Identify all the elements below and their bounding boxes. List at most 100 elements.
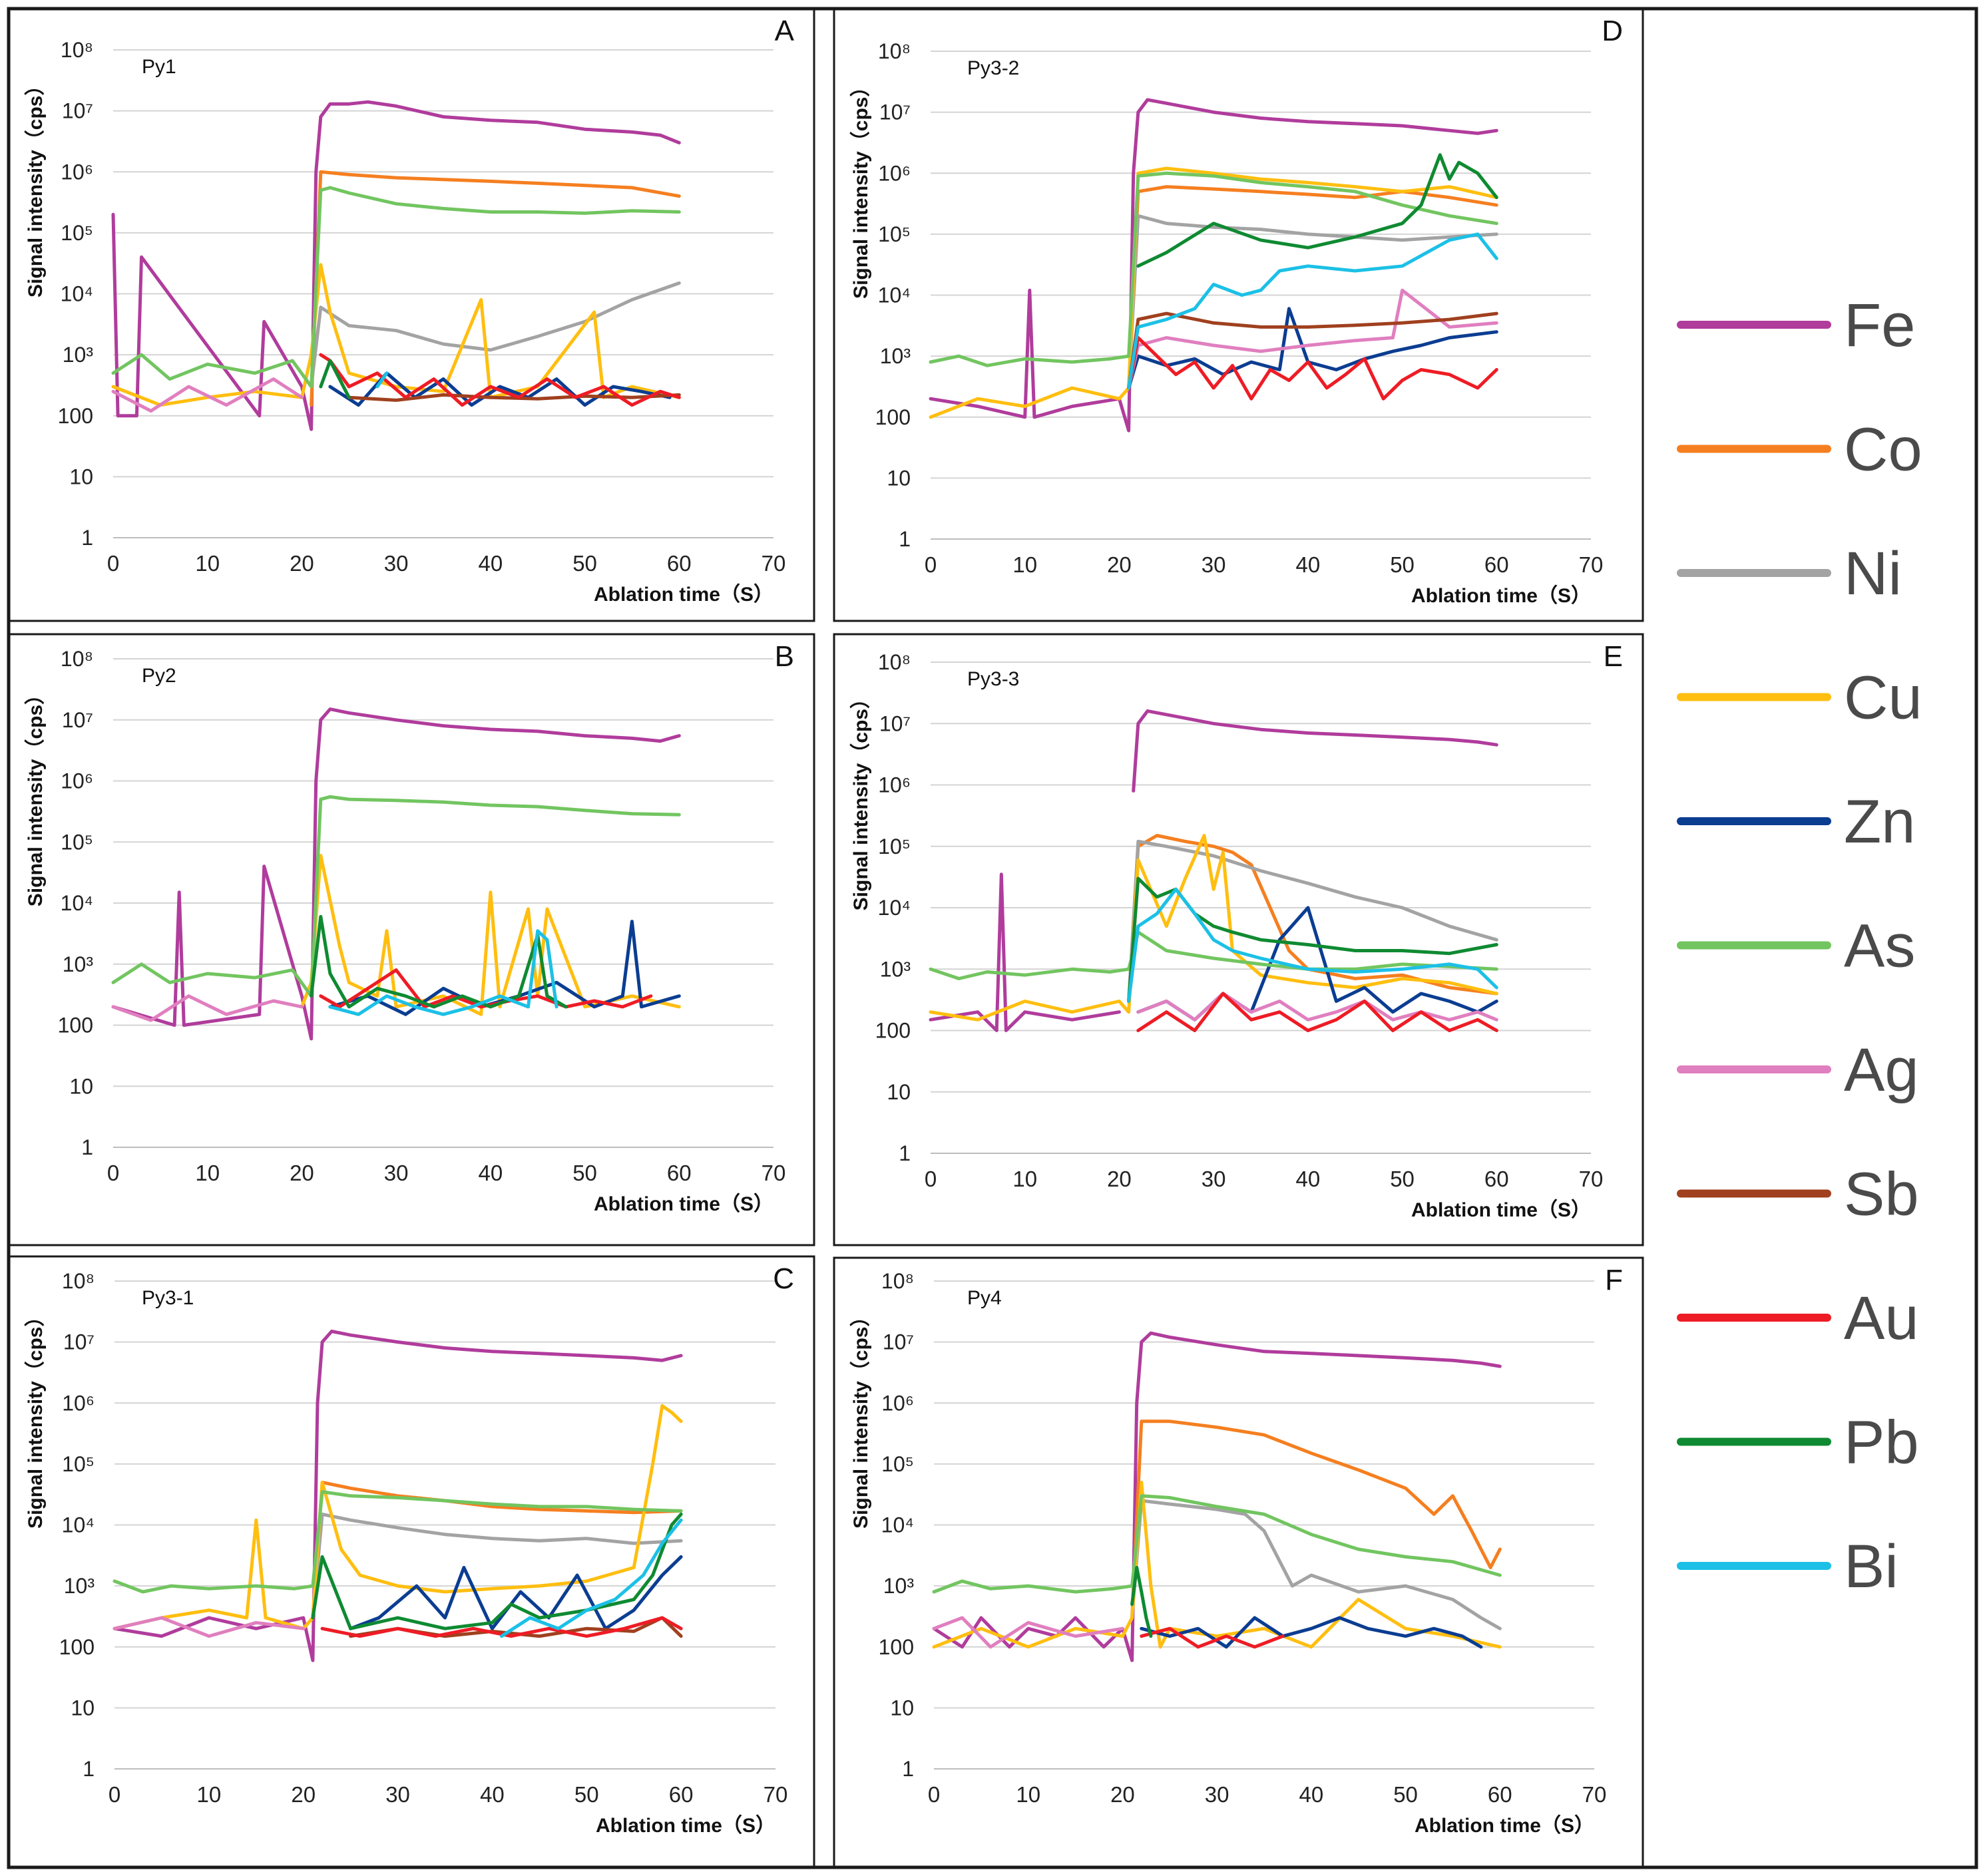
legend-label: Fe bbox=[1844, 291, 1915, 359]
series-line-ag bbox=[932, 1616, 1124, 1649]
series-line-cu bbox=[932, 1481, 1502, 1649]
x-axis-label: Ablation time（S） bbox=[594, 583, 773, 606]
series-line-co bbox=[1130, 1419, 1502, 1620]
y-tick-label: 10⁸ bbox=[61, 647, 93, 671]
y-axis-label: Signal intensity（cps） bbox=[849, 689, 872, 910]
x-tick-label: 40 bbox=[478, 551, 503, 576]
legend-item-au: Au bbox=[1677, 1284, 1919, 1352]
panels-layer: 1 10 100 10³ 10⁴ 10⁵ 10⁶ 10⁷ 10⁸ 0 10 20 30 40 50 60 70 A… bbox=[7, 7, 1644, 1869]
panel-letter: E bbox=[1604, 640, 1623, 673]
series-line-as bbox=[932, 1494, 1502, 1594]
x-tick-label: 50 bbox=[574, 1782, 599, 1807]
legend-label: Pb bbox=[1844, 1409, 1919, 1477]
x-tick-label: 20 bbox=[291, 1782, 316, 1807]
x-tick-label: 30 bbox=[384, 551, 409, 576]
sample-title: Py3-2 bbox=[967, 57, 1019, 79]
y-tick-label: 10⁸ bbox=[881, 1269, 914, 1293]
panel-letter: D bbox=[1602, 15, 1623, 47]
chart-panel-a: 1 10 100 10³ 10⁴ 10⁵ 10⁶ 10⁷ 10⁸ 0 10 20 30 40 50 60 70 A… bbox=[7, 7, 815, 622]
sample-title: Py2 bbox=[142, 665, 176, 687]
y-axis-label: Signal intensity（cps） bbox=[24, 1307, 47, 1529]
y-tick-label: 10⁵ bbox=[878, 835, 911, 858]
legend-label: Ag bbox=[1844, 1036, 1919, 1104]
y-tick-label: 10⁶ bbox=[881, 1391, 914, 1415]
series-line-fe bbox=[1132, 709, 1498, 793]
series-line-fe bbox=[112, 1330, 683, 1662]
series-line-as bbox=[929, 171, 1498, 367]
series-line-pb bbox=[1136, 153, 1498, 268]
x-axis-label: Ablation time（S） bbox=[1411, 584, 1591, 607]
y-tick-label: 10⁴ bbox=[61, 282, 93, 306]
legend-item-as: As bbox=[1677, 912, 1915, 980]
y-tick-label: 1 bbox=[81, 526, 93, 550]
x-tick-label: 60 bbox=[669, 1782, 694, 1807]
series-line-zn bbox=[349, 1555, 683, 1630]
x-tick-label: 60 bbox=[1484, 1167, 1509, 1191]
legend-item-fe: Fe bbox=[1677, 291, 1915, 359]
y-tick-label: 10³ bbox=[880, 344, 911, 368]
y-tick-label: 1 bbox=[902, 1757, 914, 1781]
x-tick-label: 30 bbox=[1202, 1167, 1226, 1191]
series-line-as bbox=[111, 795, 681, 998]
series-line-fe bbox=[111, 707, 681, 1041]
series-line-as bbox=[111, 186, 681, 389]
legend-item-ag: Ag bbox=[1677, 1036, 1919, 1104]
x-tick-label: 10 bbox=[1012, 552, 1037, 577]
series-line-bi bbox=[1127, 887, 1498, 1003]
series-line-ni bbox=[1130, 1499, 1502, 1630]
y-tick-label: 100 bbox=[875, 405, 911, 429]
y-tick-label: 10 bbox=[887, 1080, 911, 1104]
series-line-pb bbox=[1130, 1566, 1153, 1638]
y-tick-label: 100 bbox=[58, 1014, 93, 1037]
x-tick-label: 70 bbox=[1582, 1782, 1607, 1807]
x-tick-label: 30 bbox=[1205, 1782, 1229, 1807]
x-tick-label: 0 bbox=[107, 551, 119, 576]
x-tick-label: 60 bbox=[1484, 552, 1509, 577]
legend-label: Sb bbox=[1844, 1161, 1919, 1228]
x-tick-label: 60 bbox=[667, 1161, 692, 1185]
y-tick-label: 10⁸ bbox=[878, 39, 911, 63]
y-tick-label: 10 bbox=[887, 466, 911, 490]
y-tick-label: 10 bbox=[71, 1696, 95, 1720]
y-tick-label: 10³ bbox=[63, 343, 94, 367]
y-tick-label: 10³ bbox=[880, 957, 911, 981]
panel-border bbox=[7, 7, 815, 622]
y-tick-label: 10⁷ bbox=[63, 1330, 95, 1354]
y-axis-label: Signal intensity（cps） bbox=[24, 76, 47, 297]
x-axis-label: Ablation time（S） bbox=[1411, 1199, 1591, 1221]
series-line-as bbox=[929, 930, 1498, 980]
x-tick-label: 70 bbox=[1579, 1167, 1604, 1191]
series-line-ni bbox=[1127, 214, 1498, 390]
panel-border bbox=[833, 633, 1644, 1246]
chart-panel-c: 1 10 100 10³ 10⁴ 10⁵ 10⁶ 10⁷ 10⁸ 0 10 20 30 40 50 60 70 A… bbox=[7, 1255, 815, 1869]
series-line-cu bbox=[300, 854, 681, 1016]
legend-item-cu: Cu bbox=[1677, 664, 1922, 732]
x-tick-label: 40 bbox=[480, 1782, 505, 1807]
series-line-fe bbox=[111, 100, 681, 431]
x-tick-label: 10 bbox=[196, 1782, 221, 1807]
chart-panel-f: 1 10 100 10³ 10⁴ 10⁵ 10⁶ 10⁷ 10⁸ 0 10 20 30 40 50 60 70 A… bbox=[833, 1256, 1644, 1869]
legend-label: Zn bbox=[1844, 788, 1915, 856]
x-tick-label: 10 bbox=[195, 551, 220, 576]
x-axis-label: Ablation time（S） bbox=[596, 1814, 775, 1837]
y-axis-label: Signal intensity（cps） bbox=[849, 77, 872, 299]
y-tick-label: 1 bbox=[83, 1757, 95, 1781]
series-line-bi bbox=[1127, 232, 1498, 390]
legend-item-ni: Ni bbox=[1677, 540, 1902, 608]
legend-item-sb: Sb bbox=[1677, 1161, 1919, 1228]
y-tick-label: 100 bbox=[879, 1635, 914, 1659]
series-line-ag bbox=[112, 1616, 306, 1638]
y-tick-label: 10⁷ bbox=[879, 100, 911, 124]
y-tick-label: 10³ bbox=[883, 1574, 915, 1598]
y-tick-label: 10⁴ bbox=[878, 283, 911, 307]
x-tick-label: 40 bbox=[1295, 1167, 1320, 1191]
series-line-zn bbox=[1140, 1616, 1483, 1649]
y-tick-label: 10⁶ bbox=[61, 160, 93, 184]
x-axis-label: Ablation time（S） bbox=[1415, 1814, 1594, 1837]
x-tick-label: 50 bbox=[1390, 552, 1415, 577]
series-line-sb bbox=[1127, 311, 1498, 390]
y-tick-label: 10³ bbox=[63, 952, 94, 976]
series-line-fe bbox=[929, 98, 1498, 433]
y-tick-label: 1 bbox=[899, 527, 911, 551]
